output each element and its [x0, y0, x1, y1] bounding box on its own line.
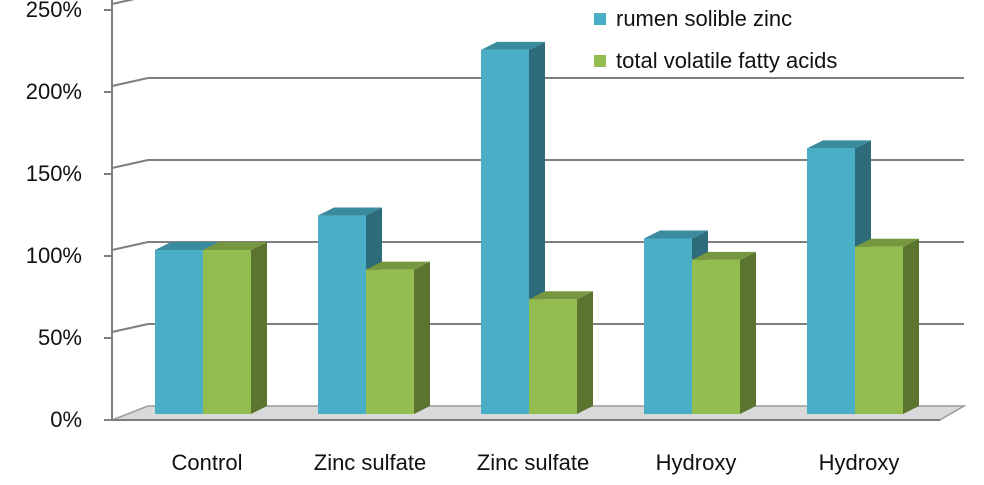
- bar-rumen-zinc-4: [807, 148, 855, 414]
- bar-top: [644, 230, 708, 239]
- category-labels: Control Zinc sulfate Zinc sulfate Hydroxy Hy…: [172, 450, 900, 475]
- legend-label: total volatile fatty acids: [616, 48, 837, 73]
- bar-top: [481, 41, 545, 50]
- bar-tvfa-2: [529, 299, 577, 414]
- bars: [155, 41, 919, 415]
- category-label: Hydroxy: [819, 450, 900, 475]
- bar-rumen-zinc-2: [481, 49, 529, 415]
- bar-top: [807, 140, 871, 149]
- bar-side: [577, 291, 593, 414]
- y-tick-label: 250%: [26, 0, 82, 22]
- category-label: Zinc sulfate: [314, 450, 427, 475]
- bar-tvfa-0: [203, 250, 251, 414]
- bar-top: [155, 242, 219, 250]
- bar-side: [414, 261, 430, 414]
- y-tick-label: 0%: [50, 407, 82, 432]
- bar-tvfa-1: [366, 269, 414, 414]
- bar-rumen-zinc-1: [318, 215, 366, 414]
- gridline-diagonal: [111, 323, 149, 333]
- category-label: Zinc sulfate: [477, 450, 590, 475]
- gridline-diagonal: [111, 77, 149, 87]
- y-tick-label: 150%: [26, 161, 82, 186]
- bar-rumen-zinc-0: [155, 250, 203, 414]
- gridline-diagonal: [111, 241, 149, 251]
- category-label: Hydroxy: [656, 450, 737, 475]
- category-label: Control: [172, 450, 243, 475]
- legend-label: rumen solible zinc: [616, 6, 792, 31]
- y-axis: 0% 50% 100% 150% 200% 250%: [26, 0, 113, 432]
- legend-swatch: [594, 55, 606, 67]
- bar-top: [692, 251, 756, 260]
- y-tick-label: 200%: [26, 79, 82, 104]
- bar-tvfa-3: [692, 259, 740, 414]
- gridline-diagonal: [111, 0, 135, 5]
- legend: rumen solible zinc total volatile fatty a…: [594, 6, 837, 73]
- bar-top: [855, 238, 919, 247]
- gridline-diagonal: [111, 159, 149, 169]
- y-tick-label: 50%: [38, 325, 82, 350]
- bar-side: [251, 242, 267, 414]
- bar-tvfa-4: [855, 246, 903, 414]
- bar-side: [740, 251, 756, 414]
- bar-side: [903, 238, 919, 414]
- bar-top: [529, 291, 593, 300]
- bar-top: [318, 207, 382, 216]
- bar-top: [203, 242, 267, 250]
- y-tick-label: 100%: [26, 243, 82, 268]
- legend-swatch: [594, 13, 606, 25]
- bar-top: [366, 261, 430, 270]
- bar-rumen-zinc-3: [644, 238, 692, 414]
